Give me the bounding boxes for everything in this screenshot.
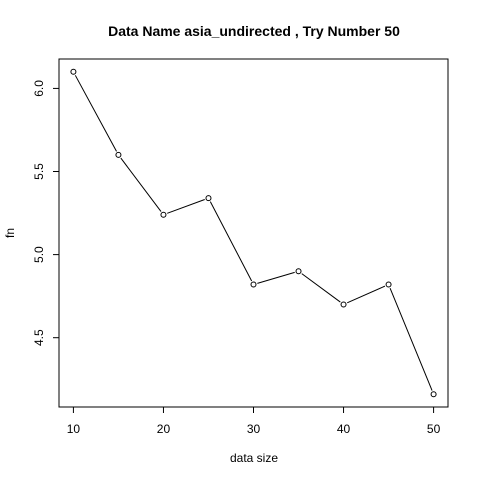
y-tick-label: 4.5 xyxy=(32,329,46,346)
data-point xyxy=(295,268,302,275)
data-point xyxy=(385,281,392,288)
x-tick-label: 20 xyxy=(157,422,171,436)
y-tick-label: 5.5 xyxy=(32,163,46,180)
series-line xyxy=(74,75,433,391)
x-tick-label: 30 xyxy=(247,422,261,436)
data-point xyxy=(340,301,347,308)
x-axis: 10 20 30 40 50 xyxy=(67,407,441,436)
data-point xyxy=(205,195,212,202)
y-tick-label: 6.0 xyxy=(32,80,46,97)
data-point xyxy=(160,211,167,218)
chart-title: Data Name asia_undirected , Try Number 5… xyxy=(108,23,400,39)
y-axis: 4.5 5.0 5.5 6.0 xyxy=(32,80,59,346)
plot-area-frame xyxy=(58,58,449,408)
y-tick-label: 5.0 xyxy=(32,246,46,263)
data-point xyxy=(115,151,122,158)
x-axis-label: data size xyxy=(230,451,278,465)
x-tick-label: 50 xyxy=(427,422,441,436)
y-axis-label: fn xyxy=(3,228,17,238)
data-point xyxy=(430,391,437,398)
data-points xyxy=(70,68,437,398)
x-tick-label: 10 xyxy=(67,422,81,436)
x-tick-label: 40 xyxy=(337,422,351,436)
data-point xyxy=(250,281,257,288)
data-point xyxy=(70,68,77,75)
